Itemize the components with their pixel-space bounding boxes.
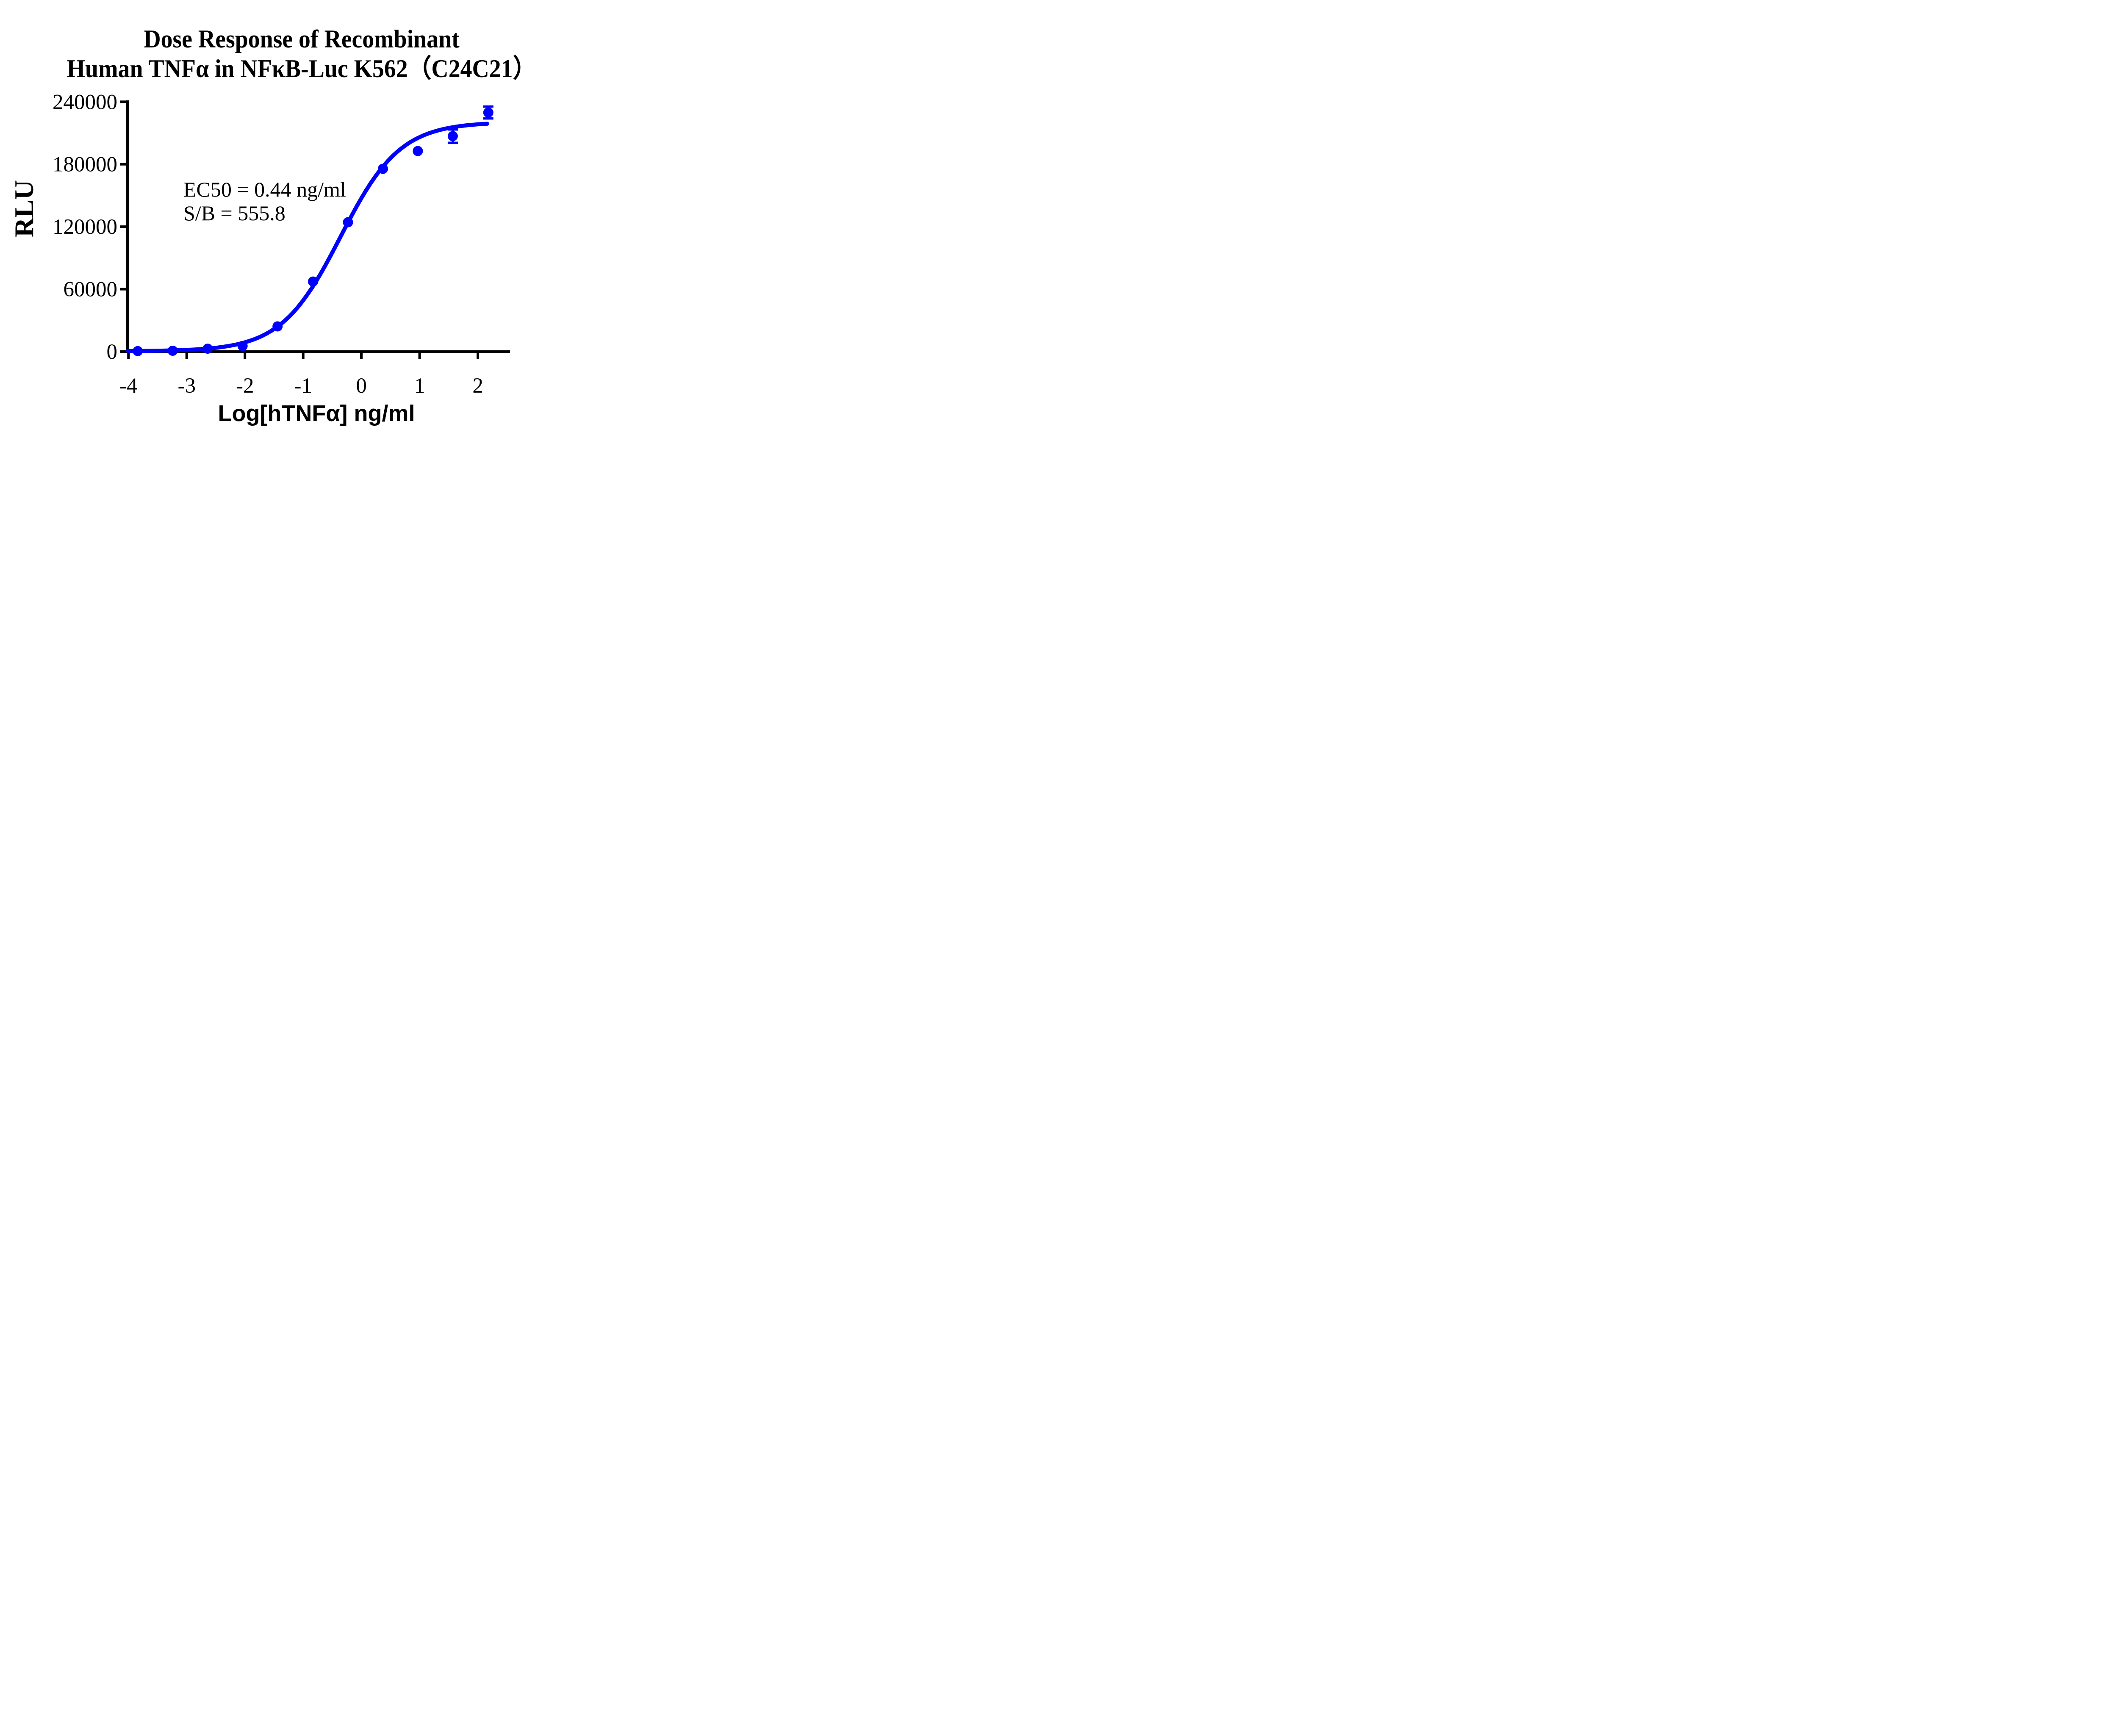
x-tick-label: -1 (294, 374, 312, 398)
chart-title-line1: Dose Response of Recombinant (144, 25, 460, 53)
annotation-sb: S/B = 555.8 (183, 201, 286, 225)
x-tick-label: -4 (119, 374, 137, 398)
annotation-ec50: EC50 = 0.44 ng/ml (183, 177, 346, 201)
y-tick-label: 120000 (53, 215, 117, 239)
data-point (202, 344, 213, 354)
data-point (237, 341, 248, 351)
fit-curve (126, 122, 489, 353)
y-axis-title: RLU (9, 180, 39, 237)
x-tick-label: 2 (472, 374, 483, 398)
data-point (272, 321, 283, 332)
y-tick (120, 350, 126, 353)
data-point (483, 107, 493, 118)
x-tick (418, 353, 421, 359)
data-point (343, 217, 353, 227)
annotation: EC50 = 0.44 ng/ml S/B = 555.8 (183, 177, 346, 225)
data-point (308, 276, 318, 287)
y-tick-label: 240000 (53, 90, 117, 114)
x-tick (360, 353, 363, 359)
data-point (167, 346, 178, 356)
y-tick (120, 100, 126, 103)
x-tick (244, 353, 247, 359)
y-axis-ticks (120, 100, 126, 353)
data-point (447, 131, 458, 141)
data-point (378, 164, 388, 174)
x-tick-label: 1 (414, 374, 425, 398)
data-points (133, 107, 493, 356)
y-tick (120, 288, 126, 291)
chart-title: Dose Response of Recombinant Human TNFα … (67, 25, 537, 83)
dose-response-chart: Dose Response of Recombinant Human TNFα … (0, 0, 566, 434)
x-axis-line (120, 350, 510, 353)
plot-svg: Dose Response of Recombinant Human TNFα … (9, 25, 537, 426)
y-axis-line (126, 100, 129, 353)
x-tick (302, 353, 305, 359)
x-tick-label: -3 (177, 374, 195, 398)
data-point (133, 346, 143, 356)
x-tick (127, 353, 130, 359)
x-axis-ticks (127, 353, 480, 359)
y-tick-label: 60000 (64, 278, 118, 302)
chart-title-line2: Human TNFα in NFκB-Luc K562（C24C21） (67, 54, 537, 83)
x-tick (477, 353, 480, 359)
y-tick-label: 0 (107, 340, 118, 364)
x-tick (185, 353, 188, 359)
axes-frame (120, 100, 510, 359)
y-tick (120, 225, 126, 228)
y-tick-label: 180000 (53, 153, 117, 177)
x-axis-tick-labels: -4 -3 -2 -1 0 1 2 (119, 374, 483, 398)
x-tick-label: -2 (236, 374, 254, 398)
y-axis-tick-labels: 240000 180000 120000 60000 0 (53, 90, 117, 364)
x-tick-label: 0 (356, 374, 367, 398)
data-point (413, 146, 423, 156)
x-axis-title: Log[hTNFα] ng/ml (218, 401, 415, 426)
y-tick (120, 163, 126, 166)
